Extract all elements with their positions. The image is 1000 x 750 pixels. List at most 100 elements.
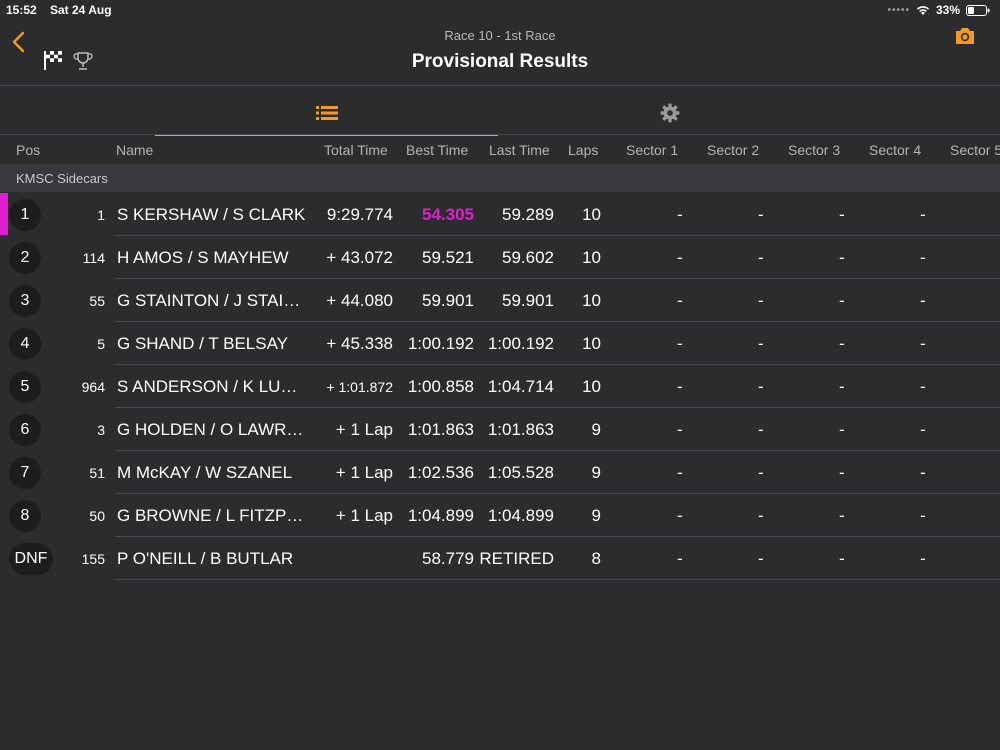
row-divider (115, 450, 1000, 451)
last-time: 59.602 (502, 248, 554, 267)
row-divider (115, 407, 1000, 408)
position-badge: 7 (9, 457, 41, 489)
table-row[interactable]: 4 5 G SHAND / T BELSAY + 45.338 1:00.192… (0, 322, 1000, 365)
col-sector-5[interactable]: Sector 5 (950, 142, 1000, 158)
nav-divider (0, 85, 1000, 86)
table-row[interactable]: 3 55 G STAINTON / J STAI… + 44.080 59.90… (0, 279, 1000, 322)
table-row[interactable]: 2 114 H AMOS / S MAYHEW + 43.072 59.521 … (0, 236, 1000, 279)
best-time: 1:00.858 (407, 377, 474, 396)
last-time: 1:05.528 (487, 463, 554, 482)
laps: 9 (591, 420, 601, 439)
row-divider (115, 278, 1000, 279)
sector-2: - (758, 549, 764, 568)
col-sector-3[interactable]: Sector 3 (788, 142, 841, 158)
position-badge: 5 (9, 371, 41, 403)
race-number: 3 (97, 422, 105, 438)
sector-3: - (839, 291, 845, 310)
best-time: 1:00.192 (407, 334, 474, 353)
driver-name: G STAINTON / J STAI… (117, 291, 301, 310)
sector-2: - (758, 463, 764, 482)
sector-1: - (677, 334, 683, 353)
driver-name: G HOLDEN / O LAWR… (117, 420, 304, 439)
last-time: 1:04.899 (487, 506, 554, 525)
nav-bar: Race 10 - 1st Race Provisional Results (0, 20, 1000, 86)
row-divider (115, 235, 1000, 236)
sector-4: - (920, 506, 926, 525)
total-time: + 45.338 (326, 334, 393, 353)
last-time: 59.901 (502, 291, 554, 310)
sector-2: - (758, 334, 764, 353)
sector-2: - (758, 377, 764, 396)
row-divider (115, 364, 1000, 365)
sector-1: - (677, 377, 683, 396)
col-best-time[interactable]: Best Time (406, 142, 469, 158)
fastest-lap-marker (0, 193, 8, 235)
table-row[interactable]: 1 1 S KERSHAW / S CLARK 9:29.774 54.305 … (0, 193, 1000, 236)
col-laps[interactable]: Laps (568, 142, 599, 158)
col-total-time[interactable]: Total Time (324, 142, 388, 158)
sector-1: - (677, 549, 683, 568)
sector-2: - (758, 248, 764, 267)
sector-4: - (920, 334, 926, 353)
sector-3: - (839, 549, 845, 568)
total-time: + 1 Lap (335, 506, 393, 525)
total-time: 9:29.774 (326, 205, 393, 224)
sector-3: - (839, 334, 845, 353)
total-time: + 1 Lap (335, 463, 393, 482)
laps: 9 (591, 506, 601, 525)
total-time: + 1:01.872 (326, 379, 393, 395)
tab-results-list[interactable] (155, 96, 498, 136)
table-row[interactable]: 6 3 G HOLDEN / O LAWR… + 1 Lap 1:01.863 … (0, 408, 1000, 451)
row-divider (115, 321, 1000, 322)
total-time: + 1 Lap (335, 420, 393, 439)
list-icon (315, 105, 338, 126)
table-row[interactable]: 8 50 G BROWNE / L FITZP… + 1 Lap 1:04.89… (0, 494, 1000, 537)
sector-4: - (920, 549, 926, 568)
race-number: 55 (89, 293, 105, 309)
tabs-divider (0, 134, 1000, 135)
position-badge: 3 (9, 285, 41, 317)
sector-1: - (677, 205, 683, 224)
sector-1: - (677, 420, 683, 439)
status-time: 15:52 (6, 3, 37, 17)
status-bar: 15:52 Sat 24 Aug ••••• 33% (0, 0, 1000, 20)
sector-3: - (839, 463, 845, 482)
sector-3: - (839, 506, 845, 525)
checkered-flag-icon[interactable] (42, 49, 64, 71)
sector-3: - (839, 377, 845, 396)
col-sector-4[interactable]: Sector 4 (869, 142, 922, 158)
position-badge: DNF (9, 543, 53, 575)
sector-1: - (677, 463, 683, 482)
sector-2: - (758, 506, 764, 525)
row-divider (115, 493, 1000, 494)
driver-name: S ANDERSON / K LU… (117, 377, 298, 396)
col-sector-1[interactable]: Sector 1 (626, 142, 679, 158)
driver-name: G SHAND / T BELSAY (117, 334, 289, 353)
driver-name: S KERSHAW / S CLARK (117, 205, 306, 224)
best-time: 1:02.536 (407, 463, 474, 482)
table-row[interactable]: 5 964 S ANDERSON / K LU… + 1:01.872 1:00… (0, 365, 1000, 408)
col-name[interactable]: Name (116, 142, 154, 158)
best-time: 54.305 (422, 205, 474, 224)
total-time: + 44.080 (326, 291, 393, 310)
driver-name: P O'NEILL / B BUTLAR (117, 549, 294, 568)
table-row[interactable]: 7 51 M McKAY / W SZANEL + 1 Lap 1:02.536… (0, 451, 1000, 494)
laps: 10 (582, 377, 601, 396)
last-time: 1:04.714 (487, 377, 554, 396)
sector-1: - (677, 248, 683, 267)
sector-4: - (920, 377, 926, 396)
trophy-icon[interactable] (72, 50, 94, 72)
col-last-time[interactable]: Last Time (489, 142, 550, 158)
col-pos[interactable]: Pos (16, 142, 41, 158)
gear-icon (660, 103, 680, 128)
race-number: 50 (89, 508, 105, 524)
sector-3: - (839, 205, 845, 224)
position-badge: 6 (9, 414, 41, 446)
back-chevron-icon[interactable] (10, 30, 30, 54)
table-row[interactable]: DNF 155 P O'NEILL / B BUTLAR 58.779 RETI… (0, 537, 1000, 580)
tab-settings[interactable] (498, 96, 841, 134)
best-time: 59.901 (422, 291, 474, 310)
col-sector-2[interactable]: Sector 2 (707, 142, 760, 158)
camera-icon[interactable] (954, 26, 976, 46)
page-title: Provisional Results (411, 51, 589, 72)
